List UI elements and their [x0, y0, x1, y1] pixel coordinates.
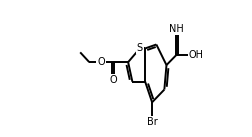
Text: S: S: [137, 43, 143, 53]
Text: Br: Br: [147, 117, 158, 127]
Text: NH: NH: [169, 24, 183, 34]
Text: OH: OH: [189, 50, 204, 60]
Text: O: O: [110, 75, 118, 85]
Text: O: O: [97, 57, 105, 67]
